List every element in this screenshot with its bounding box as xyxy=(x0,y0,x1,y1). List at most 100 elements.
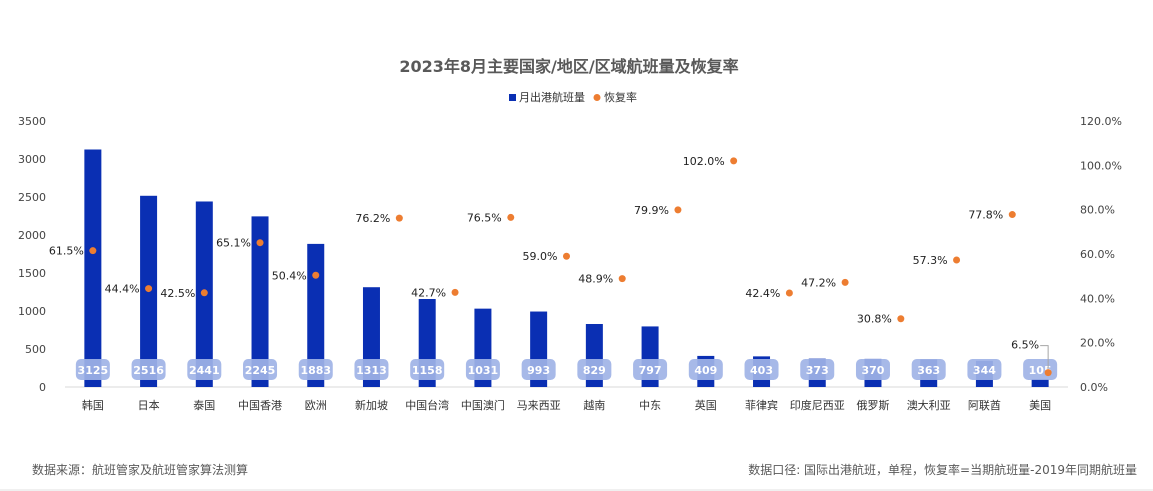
bar-value-badge xyxy=(243,359,278,380)
category-label: 菲律宾 xyxy=(745,398,778,412)
bar-value-label: 2516 xyxy=(133,364,164,377)
recovery-dot xyxy=(395,214,403,222)
bar-value-badge xyxy=(800,359,835,380)
right-axis-tick-label: 20.0% xyxy=(1080,337,1115,350)
recovery-dot xyxy=(953,256,961,264)
bar-value-badge xyxy=(410,359,445,380)
recovery-dot xyxy=(200,289,208,297)
recovery-label: 65.1% xyxy=(216,237,251,250)
recovery-dot xyxy=(507,213,515,221)
right-axis: 0.0% 20.0% 40.0% 60.0% 80.0% 100.0% 120.0% xyxy=(1080,115,1122,394)
bar-value-label: 829 xyxy=(583,364,606,377)
right-axis-tick-label: 60.0% xyxy=(1080,248,1115,261)
bar-value-badge xyxy=(688,359,723,380)
legend: 月出港航班量 恢复率 xyxy=(509,90,637,104)
bar-value-label: 2441 xyxy=(189,364,220,377)
bar-value-label: 1883 xyxy=(300,364,331,377)
bar-value-label: 797 xyxy=(639,364,662,377)
category-label: 英国 xyxy=(695,398,717,412)
bar-value-badge xyxy=(577,359,612,380)
bar-value-label: 403 xyxy=(750,364,773,377)
bar-value-badge xyxy=(855,359,890,380)
recovery-dot xyxy=(89,247,97,255)
category-label: 中国香港 xyxy=(238,399,282,412)
bar xyxy=(251,216,269,387)
bar-value-badge xyxy=(75,359,110,380)
bar-value-label: 1158 xyxy=(412,364,443,377)
recovery-dot xyxy=(897,315,905,323)
recovery-dot xyxy=(451,288,459,296)
left-axis-tick-label: 500 xyxy=(25,343,46,356)
bar-value-badge xyxy=(465,359,500,380)
category-label: 中国台湾 xyxy=(405,398,449,412)
recovery-label: 47.2% xyxy=(801,276,836,289)
bars: 3125 2516 2441 2245 1883 1313 1158 1031 993 829 79… xyxy=(75,149,1058,387)
bar xyxy=(1031,379,1049,387)
category-label: 新加坡 xyxy=(355,398,388,412)
recovery-label: 102.0% xyxy=(683,155,725,168)
recovery-label: 42.5% xyxy=(160,287,195,300)
category-label: 泰国 xyxy=(193,398,215,412)
recovery-label: 50.4% xyxy=(272,269,307,282)
bar-value-label: 1313 xyxy=(356,364,387,377)
category-label: 马来西亚 xyxy=(517,399,561,412)
recovery-label: 48.9% xyxy=(578,273,613,286)
bar-value-badge xyxy=(633,359,668,380)
bar xyxy=(84,149,102,387)
recovery-dots: 61.5% 44.4% 42.5% 65.1% 50.4% 76.2% 42.7% 76.5%… xyxy=(49,155,1052,377)
category-label: 俄罗斯 xyxy=(856,399,889,412)
legend-dot-label: 恢复率 xyxy=(604,90,637,104)
left-axis-tick-label: 0 xyxy=(39,381,46,394)
recovery-dot xyxy=(674,206,682,214)
legend-bar-label: 月出港航班量 xyxy=(519,90,585,104)
legend-bar-swatch xyxy=(509,94,516,101)
recovery-dot xyxy=(312,271,320,279)
left-axis: 0 500 1000 1500 2000 2500 3000 3500 xyxy=(18,115,46,394)
bar-value-badge xyxy=(131,359,166,380)
right-axis-tick-label: 0.0% xyxy=(1080,381,1108,394)
recovery-dot xyxy=(618,275,626,283)
bar-value-badge xyxy=(298,359,333,380)
bar-value-label: 2245 xyxy=(245,364,276,377)
chart-title: 2023年8月主要国家/地区/区域航班量及恢复率 xyxy=(399,57,738,76)
recovery-label: 79.9% xyxy=(634,204,669,217)
recovery-label: 61.5% xyxy=(49,245,84,258)
recovery-leader-line xyxy=(1040,345,1049,369)
bar-value-label: 344 xyxy=(973,364,996,377)
bar-value-label: 363 xyxy=(917,364,940,377)
recovery-dot xyxy=(256,239,264,247)
right-axis-tick-label: 120.0% xyxy=(1080,115,1122,128)
recovery-label: 42.4% xyxy=(745,287,780,300)
recovery-label: 44.4% xyxy=(105,283,140,296)
recovery-label: 76.5% xyxy=(467,211,502,224)
category-label: 中东 xyxy=(639,399,661,412)
left-axis-tick-label: 1500 xyxy=(18,267,46,280)
recovery-dot xyxy=(563,252,570,260)
bar-value-label: 1031 xyxy=(468,364,499,377)
bar xyxy=(307,243,325,387)
category-label: 日本 xyxy=(138,398,160,412)
bar-value-label: 3125 xyxy=(78,364,109,377)
category-label: 中国澳门 xyxy=(461,398,505,412)
category-label: 澳大利亚 xyxy=(907,398,951,412)
recovery-dot xyxy=(1044,369,1052,377)
category-label: 越南 xyxy=(583,398,605,412)
left-axis-tick-label: 2000 xyxy=(18,229,46,242)
category-labels: 韩国 日本 泰国 中国香港 欧洲 新加坡 中国台湾 中国澳门 马来西亚 越南 中东 英国 菲律宾 印度尼西… xyxy=(82,398,1051,412)
left-axis-tick-label: 3500 xyxy=(18,115,46,128)
legend-dot-swatch xyxy=(593,94,601,101)
recovery-label: 6.5% xyxy=(1011,339,1039,352)
bar-value-label: 370 xyxy=(861,364,884,377)
bar-value-label: 409 xyxy=(694,364,717,377)
footer-source: 数据来源：航班管家及航班管家算法测算 xyxy=(32,462,248,477)
recovery-dot xyxy=(145,285,153,293)
right-axis-tick-label: 80.0% xyxy=(1080,204,1115,217)
left-axis-tick-label: 3000 xyxy=(18,153,46,166)
category-label: 阿联酋 xyxy=(968,398,1001,412)
left-axis-tick-label: 2500 xyxy=(18,191,46,204)
bar-value-badge xyxy=(744,359,779,380)
category-label: 印度尼西亚 xyxy=(790,398,845,412)
bar-value-badge xyxy=(354,359,389,380)
bar-value-label: 993 xyxy=(527,364,550,377)
